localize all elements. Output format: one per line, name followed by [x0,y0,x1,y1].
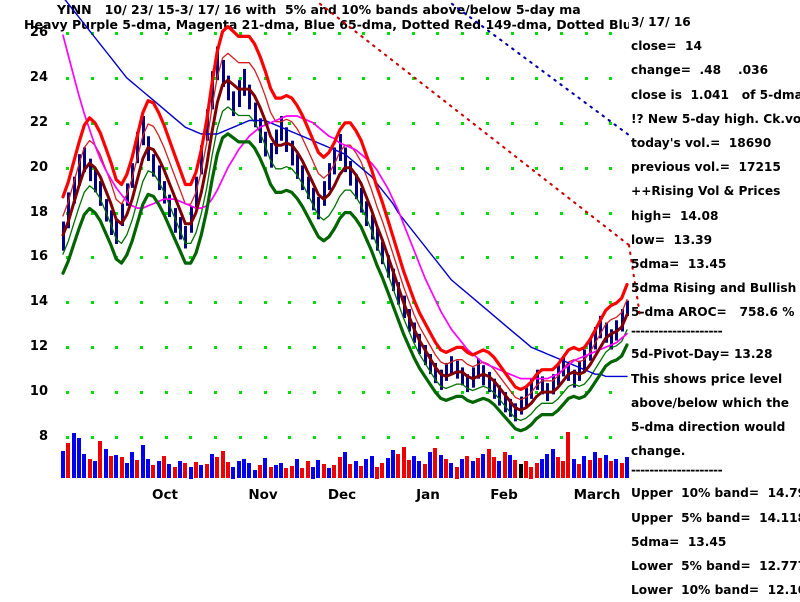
panel-line-18: change. [631,444,686,459]
quote-info-panel: 3/ 17/ 16 close= 14 change= .48 .036 close … [631,10,800,602]
chart-title-line-1: YINN 10/ 23/ 15-3/ 17/ 16 with 5% and 10… [57,2,581,17]
y-tick-16: 16 [29,249,48,265]
y-tick-8: 8 [38,429,48,444]
y-tick-26: 26 [29,25,48,40]
y-tick-22: 22 [29,114,48,130]
panel-line-20: Upper 10% band= 14.791 [631,486,800,501]
panel-line-11: 5dma Rising and Bullish [631,281,797,296]
panel-line-16: above/below which the [631,395,790,410]
x-tick-jan: Jan [416,487,440,503]
y-tick-24: 24 [29,69,48,85]
panel-line-24: Lower 10% band= 12.105 [631,583,800,598]
panel-mask [629,0,800,600]
dma149-dotted-tail [627,244,642,317]
dma5-line [61,78,629,412]
panel-line-4: !? New 5-day high. Ck.vol [631,111,800,126]
panel-line-9: low= 13.39 [631,232,713,247]
panel-line-22: 5dma= 13.45 [631,534,727,549]
y-tick-12: 12 [29,339,48,355]
y-tick-20: 20 [29,159,48,175]
volume-bars [61,432,629,479]
panel-line-3: close is 1.041 of 5-dma [631,87,800,102]
panel-line-0: 3/ 17/ 16 [631,15,691,29]
panel-separator: -------------------- [631,324,723,339]
panel-line-23: Lower 5% band= 12.777 [631,558,800,573]
panel-line-21: Upper 5% band= 14.118 [631,510,800,525]
panel-line-1: close= 14 [631,39,702,54]
panel-separator: -------------------- [631,463,723,478]
panel-line-12: 5-dma AROC= 758.6 % [631,305,795,320]
panel-line-15: This shows price level [631,371,783,386]
panel-line-8: high= 14.08 [631,208,719,223]
x-tick-dec: Dec [327,487,357,503]
x-tick-feb: Feb [490,487,518,503]
dma65-line [64,0,628,378]
y-tick-10: 10 [29,384,48,400]
panel-line-6: previous vol.= 17215 [631,160,781,175]
upper-10-band-line [61,24,629,391]
panel-line-7: ++Rising Vol & Prices [631,184,781,199]
x-tick-march: March [573,487,621,503]
lower-5-band-line [62,106,628,422]
panel-line-17: 5-dma direction would [631,420,786,434]
panel-line-10: 5dma= 13.45 [631,256,727,271]
panel-line-14: 5d-Pivot-Day= 13.28 [631,347,773,362]
x-tick-nov: Nov [248,487,278,503]
panel-line-5: today's vol.= 18690 [631,135,772,150]
panel-line-2: change= .48 .036 [631,63,769,78]
y-tick-14: 14 [29,294,48,310]
lower-10-band-line [61,132,629,433]
dma21-line [62,34,628,380]
x-tick-oct: Oct [152,487,178,503]
y-tick-18: 18 [29,204,48,220]
